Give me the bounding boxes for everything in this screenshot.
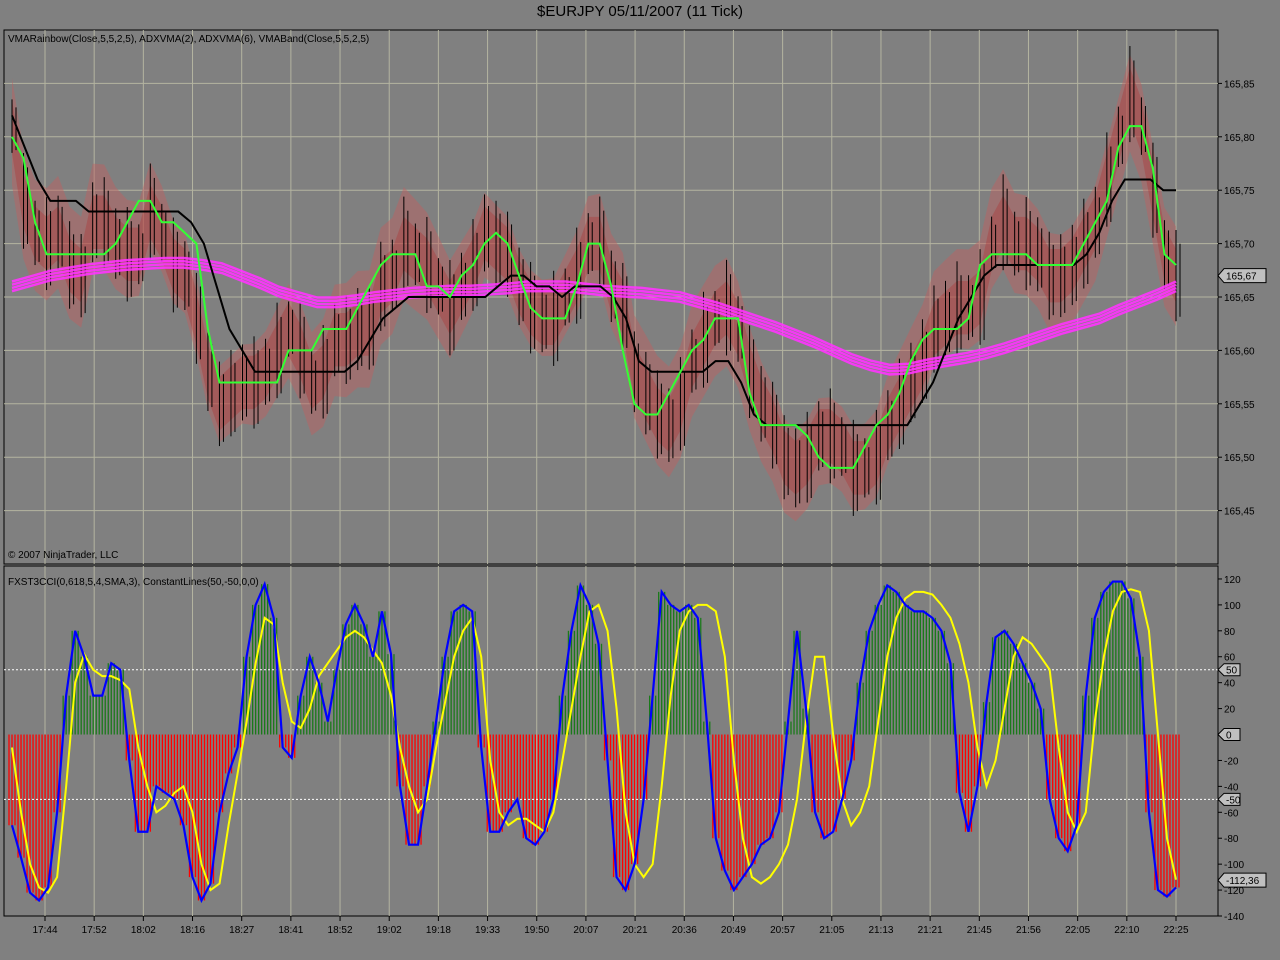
- oscillator-tick-label: -60: [1224, 808, 1239, 819]
- oscillator-tick-label: 120: [1224, 575, 1241, 586]
- oscillator-tick-label: -20: [1224, 756, 1239, 767]
- price-tick-label: 165,55: [1224, 400, 1255, 411]
- price-tick-label: 165,50: [1224, 453, 1255, 464]
- oscillator-tick-label: -80: [1224, 834, 1239, 845]
- x-tick-label: 20:07: [573, 925, 598, 936]
- oscillator-tick-label: -120: [1224, 886, 1244, 897]
- x-tick-label: 17:52: [82, 925, 107, 936]
- oscillator-tick-label: -140: [1224, 912, 1244, 923]
- x-tick-label: 20:57: [770, 925, 795, 936]
- oscillator-tick-label: 20: [1224, 705, 1236, 716]
- price-tick-label: 165,75: [1224, 186, 1255, 197]
- price-tick-label: 165,45: [1224, 507, 1255, 518]
- vma-rainbow-line: [11, 266, 1177, 376]
- oscillator-tick-label: -40: [1224, 782, 1239, 793]
- x-tick-label: 22:10: [1114, 925, 1139, 936]
- oscillator-tick-label: 100: [1224, 601, 1241, 612]
- price-tick-label: 165,80: [1224, 133, 1255, 144]
- oscillator-marker-label: 50: [1226, 666, 1238, 677]
- price-tick-label: 165,85: [1224, 79, 1255, 90]
- oscillator-tick-label: -100: [1224, 860, 1244, 871]
- oscillator-indicator-label: FXST3CCI(0,618,5,4,SMA,3), ConstantLines…: [8, 577, 259, 588]
- price-indicator-label: VMARainbow(Close,5,5,2,5), ADXVMA(2), AD…: [8, 34, 369, 45]
- x-tick-label: 18:41: [278, 925, 303, 936]
- x-tick-label: 21:56: [1016, 925, 1041, 936]
- price-tick-label: 165,60: [1224, 346, 1255, 357]
- x-tick-label: 21:05: [819, 925, 844, 936]
- x-tick-label: 19:02: [377, 925, 402, 936]
- price-last-value-label: 165,67: [1226, 272, 1257, 283]
- price-tick-label: 165,70: [1224, 240, 1255, 251]
- x-tick-label: 22:05: [1065, 925, 1090, 936]
- vma-band-outer: [12, 54, 1176, 522]
- x-tick-label: 20:21: [623, 925, 648, 936]
- axes: 17:44 17:52 18:02 18:16 18:27 18:41 18:52 19:02…: [32, 79, 1267, 936]
- oscillator-marker-tag: [1217, 728, 1241, 742]
- x-tick-label: 18:52: [328, 925, 353, 936]
- oscillator-tick-label: 80: [1224, 627, 1236, 638]
- x-tick-label: 21:21: [918, 925, 943, 936]
- x-tick-label: 19:18: [426, 925, 451, 936]
- vma-rainbow-line: [11, 263, 1177, 373]
- oscillator-marker-label: -50: [1226, 795, 1241, 806]
- x-tick-label: 18:02: [131, 925, 156, 936]
- oscillator-tick-label: 60: [1224, 653, 1236, 664]
- x-tick-label: 21:45: [967, 925, 992, 936]
- x-tick-label: 20:49: [721, 925, 746, 936]
- vma-rainbow-line: [11, 259, 1177, 370]
- x-tick-label: 19:50: [524, 925, 549, 936]
- x-tick-label: 18:16: [180, 925, 205, 936]
- copyright-label: © 2007 NinjaTrader, LLC: [8, 550, 118, 561]
- x-tick-label: 18:27: [229, 925, 254, 936]
- adxvma-fast-line: [11, 125, 1177, 469]
- cci-line: [10, 580, 1177, 904]
- x-tick-label: 22:25: [1163, 925, 1188, 936]
- x-tick-label: 19:33: [475, 925, 500, 936]
- oscillator-last-value-tag: [1217, 872, 1267, 888]
- x-tick-label: 20:36: [672, 925, 697, 936]
- x-tick-label: 17:44: [32, 925, 57, 936]
- x-tick-label: 21:13: [868, 925, 893, 936]
- chart-title: $EURJPY 05/11/2007 (11 Tick): [537, 3, 743, 20]
- oscillator-plot: [4, 580, 1218, 904]
- price-tick-label: 165,65: [1224, 293, 1255, 304]
- price-last-value-tag: [1217, 268, 1267, 284]
- oscillator-last-value-label: -112,36: [1226, 876, 1260, 887]
- cci-signal-line: [11, 588, 1177, 895]
- adxvma-slow-line: [11, 115, 1176, 427]
- oscillator-marker-label: 0: [1226, 731, 1232, 742]
- vma-rainbow-line: [11, 256, 1177, 367]
- oscillator-marker-tag: [1217, 792, 1241, 806]
- price-plot: [11, 46, 1181, 522]
- oscillator-marker-tag: [1217, 663, 1241, 677]
- oscillator-tick-label: 40: [1224, 679, 1236, 690]
